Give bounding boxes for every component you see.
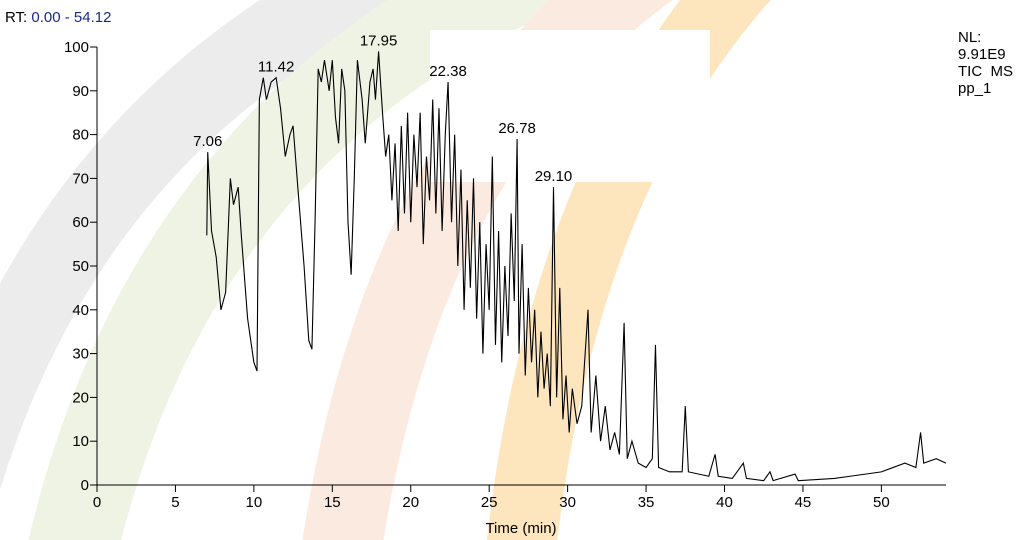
info-line: NL: <box>958 29 981 46</box>
info-line: TIC MS <box>958 63 1013 80</box>
x-tick-label: 15 <box>324 494 341 511</box>
x-axis-title: Time (min) <box>485 520 556 537</box>
peak-label: 11.42 <box>258 59 294 76</box>
x-tick-label: 20 <box>402 494 419 511</box>
y-tick-label: 50 <box>72 258 89 275</box>
peak-label: 17.95 <box>360 32 398 49</box>
label-box <box>430 30 710 182</box>
watermark-arc <box>28 0 578 540</box>
x-tick-label: 0 <box>93 494 101 511</box>
x-tick-label: 10 <box>246 494 263 511</box>
y-tick-label: 60 <box>72 214 89 231</box>
rt-label: RT: 0.00 - 54.12 <box>5 9 111 26</box>
watermark <box>0 0 771 540</box>
x-tick-label: 35 <box>638 494 655 511</box>
y-tick-label: 20 <box>72 389 89 406</box>
info-line: 9.91E9 <box>958 46 1006 63</box>
rt-prefix: RT: <box>5 9 27 26</box>
watermark-arc <box>0 0 429 491</box>
peak-label: 7.06 <box>193 133 222 150</box>
y-tick-label: 40 <box>72 302 89 319</box>
info-line: pp_1 <box>958 80 991 97</box>
x-tick-label: 30 <box>559 494 576 511</box>
y-tick-label: 90 <box>72 83 89 100</box>
y-tick-label: 30 <box>72 346 89 363</box>
y-tick-label: 70 <box>72 170 89 187</box>
y-tick-label: 0 <box>81 477 89 494</box>
x-tick-label: 25 <box>481 494 498 511</box>
rt-range: 0.00 - 54.12 <box>31 9 111 26</box>
peak-label: 29.10 <box>535 168 573 185</box>
trace <box>206 51 947 482</box>
x-tick-label: 45 <box>795 494 812 511</box>
y-tick-label: 100 <box>64 39 89 56</box>
x-tick-label: 50 <box>873 494 890 511</box>
y-tick-label: 80 <box>72 127 89 144</box>
y-tick-label: 10 <box>72 433 89 450</box>
x-tick-label: 5 <box>171 494 179 511</box>
peak-label: 26.78 <box>498 120 536 137</box>
watermark-arc <box>302 0 673 540</box>
watermark-arc <box>487 0 771 540</box>
x-tick-label: 40 <box>716 494 733 511</box>
peak-label: 22.38 <box>429 63 467 80</box>
